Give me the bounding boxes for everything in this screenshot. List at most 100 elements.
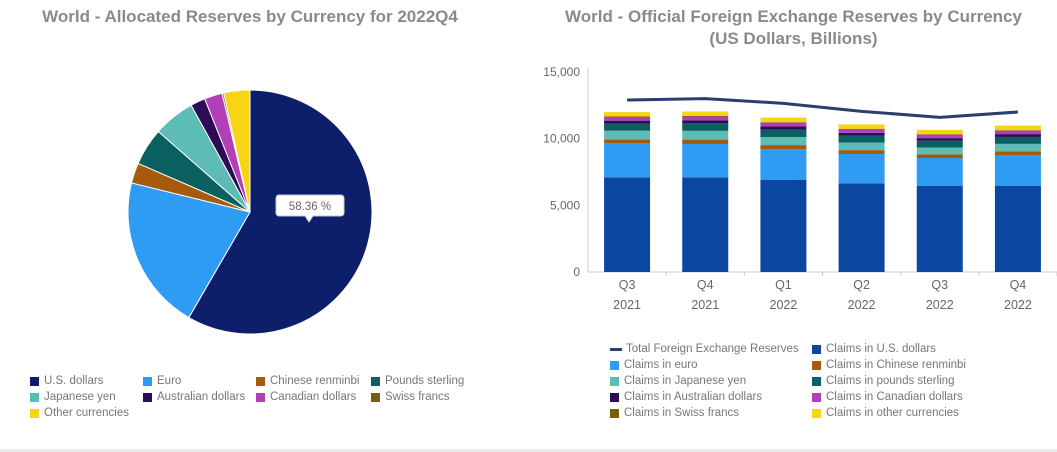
bar-segment-claims-in-japanese-yen[interactable] [916,147,963,155]
bar-segment-claims-in-pounds-sterling[interactable] [838,135,885,143]
pie-legend-item-canadian-dollars[interactable]: Canadian dollars [256,389,356,405]
bar-segment-claims-in-chinese-renminbi[interactable] [916,154,963,158]
bar-segment-claims-in-u-s-dollars[interactable] [838,183,885,272]
legend-label: Claims in Japanese yen [624,375,747,387]
bar-segment-claims-in-japanese-yen[interactable] [838,142,885,151]
x-tick-label: Q2 [853,278,870,292]
bar-segment-claims-in-u-s-dollars[interactable] [916,186,963,272]
x-tick-label: 2022 [848,298,876,312]
bar-legend-item-claims-in-chinese-renminbi[interactable]: Claims in Chinese renminbi [812,357,966,373]
bar-segment-claims-in-japanese-yen[interactable] [760,137,807,146]
pie-slice-other-currencies[interactable] [223,89,251,213]
bar-segment-claims-in-other-currencies[interactable] [916,129,963,135]
pie-legend-item-other-currencies[interactable]: Other currencies [30,405,129,421]
pie-chart-title: World - Allocated Reserves by Currency f… [42,7,458,26]
pie-legend-item-australian-dollars[interactable]: Australian dollars [143,389,245,405]
bar-segment-claims-in-canadian-dollars[interactable] [838,129,885,133]
legend-label: Claims in other currencies [826,407,959,419]
bar-legend-item-total-foreign-exchange-reserves[interactable]: Total Foreign Exchange Reserves [610,341,799,357]
bar-segment-claims-in-u-s-dollars[interactable] [682,177,729,272]
bar-segment-claims-in-swiss-francs[interactable] [916,134,963,135]
bar-segment-claims-in-pounds-sterling[interactable] [994,136,1041,144]
bar-segment-claims-in-other-currencies[interactable] [760,117,807,123]
bar-segment-claims-in-chinese-renminbi[interactable] [682,139,729,144]
bar-legend-item-claims-in-swiss-francs[interactable]: Claims in Swiss francs [610,405,739,421]
bar-segment-claims-in-euro[interactable] [682,144,729,178]
bar-segment-claims-in-swiss-francs[interactable] [838,128,885,130]
pie-slice-euro[interactable] [127,182,251,319]
bar-segment-claims-in-euro[interactable] [994,155,1041,186]
legend-swatch [256,376,265,386]
total-reserves-line[interactable] [627,97,1019,119]
bar-legend-item-claims-in-u-s-dollars[interactable]: Claims in U.S. dollars [812,341,936,357]
x-tick-label: 2021 [691,298,719,312]
bar-segment-claims-in-pounds-sterling[interactable] [760,129,807,138]
pie-tooltip: 58.36 % [275,194,345,223]
bar-segment-claims-in-u-s-dollars[interactable] [994,186,1041,272]
bar-legend-item-claims-in-euro[interactable]: Claims in euro [610,357,698,373]
bar-segment-claims-in-euro[interactable] [604,143,651,178]
x-tick-label: 2022 [770,298,798,312]
pie-tooltip-text: 58.36 % [289,201,331,213]
legend-label: Claims in Canadian dollars [826,391,963,403]
bar-segment-claims-in-other-currencies[interactable] [682,111,729,116]
legend-label: Chinese renminbi [270,375,360,387]
bar-segment-claims-in-pounds-sterling[interactable] [916,140,963,148]
bar-segment-claims-in-other-currencies[interactable] [604,112,651,117]
legend-swatch [610,408,619,418]
bar-segment-claims-in-chinese-renminbi[interactable] [838,150,885,154]
pie-legend-item-chinese-renminbi[interactable]: Chinese renminbi [256,373,360,389]
legend-swatch [371,392,380,402]
bar-segment-claims-in-australian-dollars[interactable] [916,138,963,141]
bar-segment-claims-in-u-s-dollars[interactable] [760,180,807,272]
bar-segment-claims-in-u-s-dollars[interactable] [604,177,651,272]
legend-label: Claims in U.S. dollars [826,343,936,355]
bar-legend-item-claims-in-pounds-sterling[interactable]: Claims in pounds sterling [812,373,954,389]
legend-swatch [812,408,821,418]
bar-segment-claims-in-japanese-yen[interactable] [604,130,651,140]
bar-chart-title: World - Official Foreign Exchange Reserv… [530,6,1057,50]
pie-legend-item-pounds-sterling[interactable]: Pounds sterling [371,373,464,389]
bar-segment-claims-in-australian-dollars[interactable] [604,120,651,124]
pie-legend-item-japanese-yen[interactable]: Japanese yen [30,389,116,405]
legend-swatch [610,376,619,386]
bar-segment-claims-in-euro[interactable] [916,158,963,186]
bar-segment-claims-in-pounds-sterling[interactable] [604,123,651,131]
pie-legend-item-euro[interactable]: Euro [143,373,181,389]
bar-segment-claims-in-pounds-sterling[interactable] [682,123,729,131]
bar-segment-claims-in-swiss-francs[interactable] [994,130,1041,131]
bar-segment-claims-in-other-currencies[interactable] [994,125,1041,131]
bar-segment-claims-in-other-currencies[interactable] [838,124,885,129]
bar-segment-claims-in-canadian-dollars[interactable] [682,116,729,121]
bar-segment-claims-in-japanese-yen[interactable] [682,130,729,140]
bar-segment-claims-in-euro[interactable] [760,149,807,180]
bar-segment-claims-in-japanese-yen[interactable] [994,143,1041,152]
legend-label: Other currencies [44,407,130,419]
bar-legend-item-claims-in-canadian-dollars[interactable]: Claims in Canadian dollars [812,389,963,405]
bar-segment-claims-in-canadian-dollars[interactable] [916,134,963,139]
pie-legend-item-swiss-francs[interactable]: Swiss francs [371,389,450,405]
bar-segment-claims-in-swiss-francs[interactable] [604,116,651,118]
bar-segment-claims-in-canadian-dollars[interactable] [760,122,807,127]
bar-segment-claims-in-chinese-renminbi[interactable] [604,139,651,144]
bar-segment-claims-in-australian-dollars[interactable] [760,126,807,130]
pie-legend-item-u-s-dollars[interactable]: U.S. dollars [30,373,103,389]
y-tick-label: 5,000 [550,198,580,212]
bar-legend-item-claims-in-australian-dollars[interactable]: Claims in Australian dollars [610,389,762,405]
bar-segment-claims-in-swiss-francs[interactable] [760,122,807,123]
x-tick-label: Q1 [775,278,792,292]
y-tick-label: 0 [573,265,580,279]
bar-segment-claims-in-euro[interactable] [838,154,885,184]
legend-swatch [371,376,380,386]
legend-swatch [30,408,39,418]
bar-legend-item-claims-in-japanese-yen[interactable]: Claims in Japanese yen [610,373,746,389]
bar-segment-claims-in-australian-dollars[interactable] [838,132,885,136]
bar-segment-claims-in-chinese-renminbi[interactable] [994,151,1041,156]
bar-segment-claims-in-canadian-dollars[interactable] [604,116,651,121]
bar-segment-claims-in-australian-dollars[interactable] [994,134,1041,137]
bar-segment-claims-in-canadian-dollars[interactable] [994,130,1041,135]
bar-segment-claims-in-chinese-renminbi[interactable] [760,145,807,150]
bar-segment-claims-in-australian-dollars[interactable] [682,120,729,124]
bar-segment-claims-in-swiss-francs[interactable] [682,116,729,117]
bar-legend-item-claims-in-other-currencies[interactable]: Claims in other currencies [812,405,959,421]
